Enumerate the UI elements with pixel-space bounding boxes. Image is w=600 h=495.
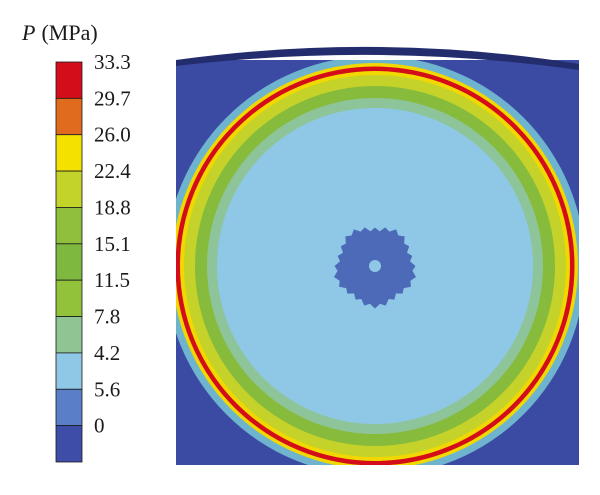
legend-tick-label: 26.0 xyxy=(94,123,131,147)
pressure-contour-plot xyxy=(176,46,579,465)
legend-swatch xyxy=(55,170,83,208)
center-hole xyxy=(369,260,381,272)
legend-swatch xyxy=(55,279,83,317)
legend-swatch xyxy=(55,425,83,463)
legend-tick-label: 33.3 xyxy=(94,50,131,74)
legend-swatch xyxy=(55,134,83,172)
legend-title-unit: (MPa) xyxy=(41,20,97,45)
legend-title-symbol: P xyxy=(21,20,35,45)
legend-swatch xyxy=(55,352,83,390)
legend-tick-label: 4.2 xyxy=(94,341,120,365)
legend-tick-label: 22.4 xyxy=(94,159,131,183)
legend-tick-label: 7.8 xyxy=(94,305,120,329)
pressure-contour-line xyxy=(176,66,575,465)
legend-title: P (MPa) xyxy=(21,20,98,45)
legend-tick-label: 29.7 xyxy=(94,86,131,110)
legend-tick-label: 15.1 xyxy=(94,232,131,256)
legend-tick-label: 11.5 xyxy=(94,268,130,292)
legend-color-bar xyxy=(55,61,83,463)
legend-swatch xyxy=(55,207,83,245)
legend-tick-label: 5.6 xyxy=(94,377,120,401)
legend-swatch xyxy=(55,61,83,99)
legend-swatch xyxy=(55,388,83,427)
legend-swatch xyxy=(55,97,83,136)
legend-swatch xyxy=(55,316,83,354)
legend-tick-label: 18.8 xyxy=(94,195,131,219)
cylinder-top-face xyxy=(176,46,579,70)
legend-swatch xyxy=(55,243,83,281)
legend-tick-labels: 33.3 29.7 26.0 22.4 18.8 15.1 11.5 7.8 4.2 5.6 0 xyxy=(94,50,131,438)
legend-tick-label: 0 xyxy=(94,414,105,438)
